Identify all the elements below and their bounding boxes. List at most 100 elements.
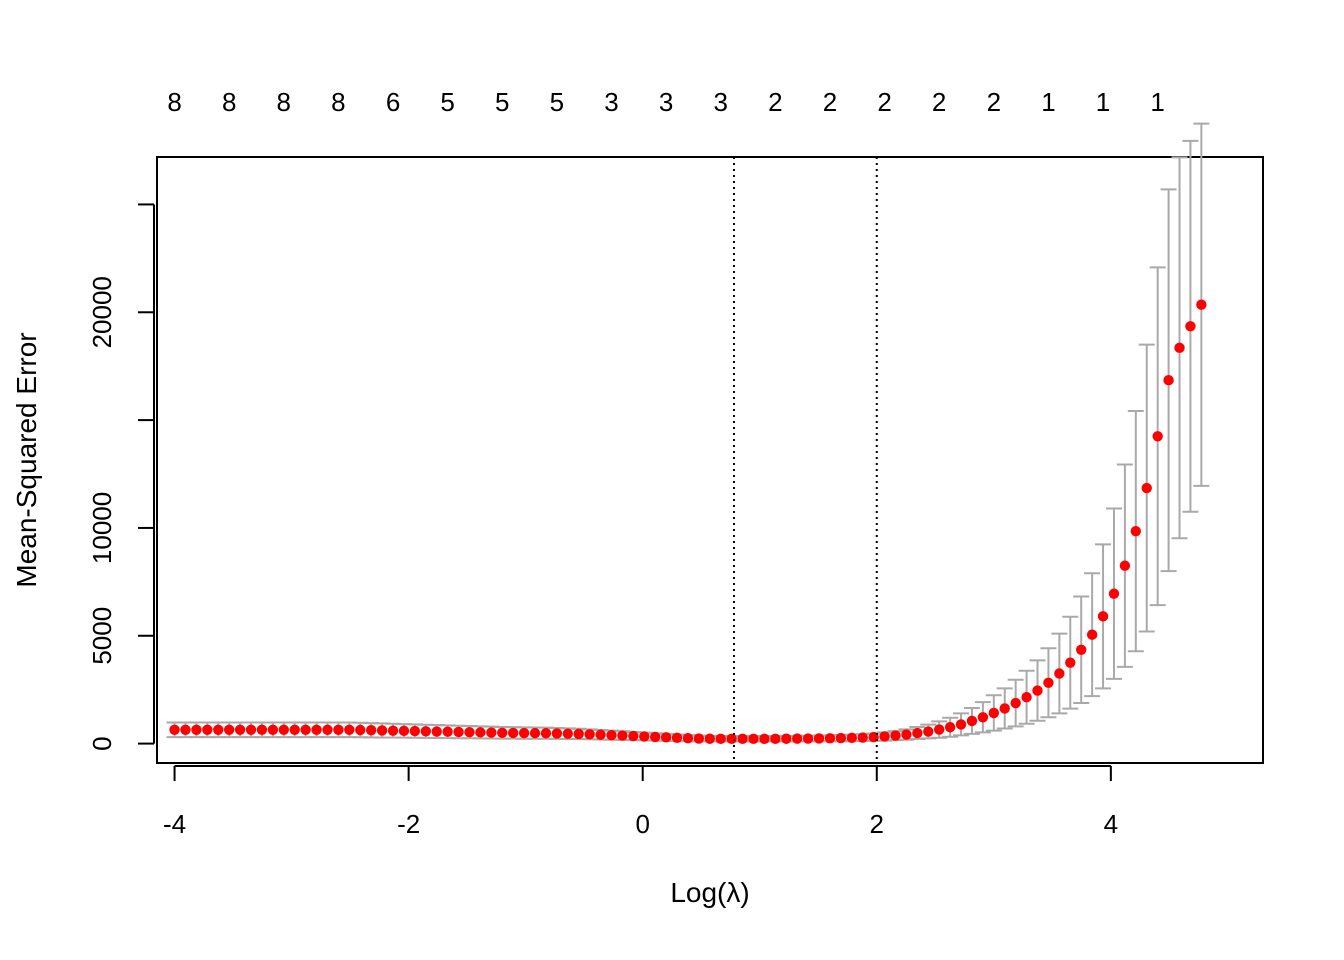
data-point — [562, 728, 573, 739]
data-point — [857, 732, 868, 743]
top-count-label: 3 — [659, 87, 673, 117]
data-point — [671, 732, 683, 743]
top-count-label: 2 — [932, 87, 946, 117]
data-point — [781, 733, 792, 744]
data-point — [682, 732, 694, 744]
data-points — [169, 299, 1207, 745]
data-point — [617, 730, 628, 741]
data-point — [278, 724, 289, 735]
data-point — [1043, 677, 1054, 688]
data-point — [223, 724, 235, 735]
data-point — [890, 730, 901, 741]
data-point — [573, 728, 584, 740]
data-point — [464, 726, 475, 738]
data-point — [1032, 685, 1043, 696]
data-point — [300, 724, 311, 735]
data-point — [540, 728, 552, 739]
x-tick-label: 2 — [870, 809, 884, 839]
data-point — [1086, 629, 1098, 640]
data-point — [966, 715, 978, 727]
data-point — [660, 732, 672, 743]
data-point — [846, 732, 858, 744]
data-point — [1097, 611, 1109, 622]
top-count-label: 2 — [768, 87, 782, 117]
y-axis-title: Mean-Squared Error — [11, 332, 42, 587]
data-point — [322, 724, 333, 735]
data-point — [639, 731, 650, 742]
data-point — [1130, 525, 1142, 537]
error-bars — [166, 122, 1210, 743]
top-count-label: 2 — [877, 87, 891, 117]
data-point — [289, 724, 300, 735]
data-point — [802, 733, 814, 744]
data-point — [256, 724, 268, 735]
data-point — [955, 719, 967, 730]
top-count-label: 5 — [550, 87, 564, 117]
x-tick-label: 0 — [635, 809, 649, 839]
data-point — [595, 729, 606, 740]
top-count-label: 2 — [823, 87, 837, 117]
data-point — [191, 724, 202, 735]
data-point — [1065, 657, 1076, 668]
data-point — [1174, 342, 1185, 354]
data-point — [311, 724, 322, 735]
data-point — [715, 733, 726, 745]
data-point — [824, 733, 836, 744]
data-point — [1163, 375, 1174, 386]
data-point — [1196, 299, 1207, 310]
data-point — [333, 724, 344, 735]
data-point — [234, 724, 246, 735]
data-point — [1185, 321, 1196, 332]
data-point — [813, 733, 825, 744]
data-point — [486, 727, 497, 738]
top-count-label: 8 — [331, 87, 345, 117]
data-point — [202, 724, 213, 735]
data-point — [453, 726, 464, 738]
data-point — [835, 732, 847, 744]
data-point — [551, 728, 563, 739]
data-point — [1021, 692, 1032, 703]
y-tick-label: 5000 — [87, 607, 117, 665]
data-point — [1010, 697, 1021, 709]
top-count-label: 5 — [495, 87, 509, 117]
data-point — [213, 724, 224, 735]
y-tick-label: 20000 — [87, 276, 117, 348]
data-point — [180, 724, 191, 735]
data-point — [759, 733, 770, 745]
data-point — [584, 729, 595, 740]
data-point — [1076, 644, 1087, 655]
data-point — [737, 733, 748, 745]
data-point — [376, 725, 388, 736]
data-point — [1054, 668, 1065, 679]
x-axis-title: Log(λ) — [670, 877, 749, 908]
top-count-label: 3 — [604, 87, 618, 117]
data-point — [1108, 588, 1120, 599]
data-point — [442, 726, 453, 737]
x-tick-label: -2 — [397, 809, 420, 839]
data-point — [944, 722, 956, 733]
y-axis: 0 5000 10000 20000 — [87, 203, 155, 751]
data-point — [169, 724, 180, 735]
x-tick-label: -4 — [163, 809, 186, 839]
data-point — [901, 729, 912, 740]
data-point — [409, 725, 421, 737]
top-count-label: 6 — [386, 87, 400, 117]
data-point — [245, 724, 257, 735]
data-point — [529, 727, 541, 739]
data-point — [770, 733, 781, 745]
data-point — [748, 733, 759, 745]
data-point — [977, 712, 989, 723]
data-point — [518, 727, 530, 739]
top-count-label: 1 — [1096, 87, 1110, 117]
top-count-label: 1 — [1041, 87, 1055, 117]
y-tick-label: 0 — [87, 736, 117, 750]
data-point — [344, 724, 355, 735]
data-point — [693, 733, 705, 744]
data-point — [791, 733, 803, 744]
data-point — [365, 725, 377, 736]
top-count-label: 1 — [1150, 87, 1164, 117]
y-tick-label: 10000 — [87, 492, 117, 564]
data-point — [923, 726, 934, 737]
data-point — [387, 725, 399, 736]
data-point — [420, 726, 431, 737]
